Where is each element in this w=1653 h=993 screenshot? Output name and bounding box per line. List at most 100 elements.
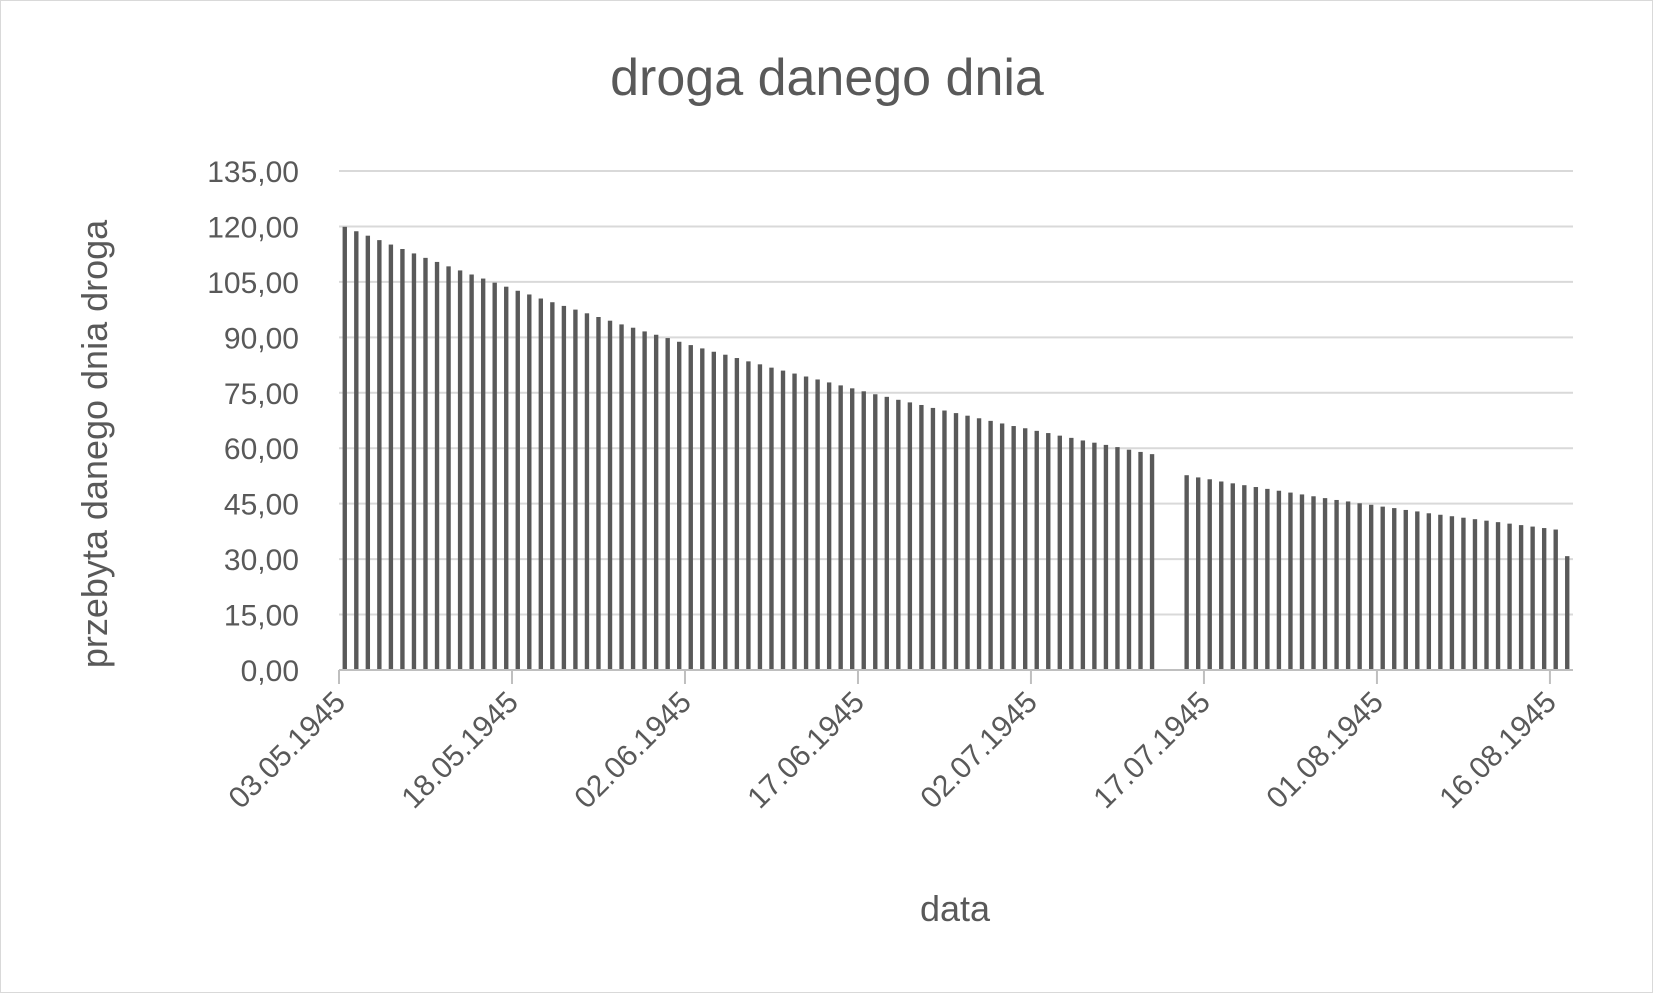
bar: [1368, 504, 1374, 670]
bar: [746, 361, 751, 670]
bar: [1322, 498, 1328, 670]
bar: [607, 320, 613, 670]
bar: [1230, 483, 1235, 670]
y-tick-label: 120,00: [207, 211, 299, 244]
bar: [1011, 426, 1016, 670]
bar: [1080, 440, 1086, 670]
bar: [815, 379, 820, 670]
bar: [1553, 529, 1558, 670]
bar: [653, 334, 659, 670]
bar: [469, 274, 474, 670]
bar: [826, 382, 832, 670]
bar: [1069, 437, 1074, 670]
y-tick-label: 30,00: [224, 544, 299, 577]
bar: [642, 331, 647, 670]
bar: [1253, 487, 1259, 670]
bar: [573, 309, 578, 670]
bar: [1092, 442, 1097, 670]
bar: [1507, 523, 1512, 670]
bar: [1518, 525, 1524, 670]
bar: [1461, 517, 1466, 670]
y-tick-label: 0,00: [241, 655, 299, 688]
bar: [919, 404, 924, 670]
bar: [1207, 479, 1212, 670]
bar: [1138, 451, 1143, 670]
bar: [896, 399, 901, 670]
bar: [1057, 435, 1062, 670]
bar: [596, 317, 601, 670]
bar: [942, 410, 947, 670]
bar: [446, 266, 451, 670]
bar: [930, 407, 936, 670]
y-tick-label: 105,00: [207, 267, 299, 300]
bar: [434, 261, 440, 670]
x-tick-label: 18.05.1945: [395, 686, 525, 816]
x-tick-label: 01.08.1945: [1260, 686, 1390, 816]
bar: [423, 257, 428, 670]
bar: [976, 418, 982, 670]
y-tick-label: 75,00: [224, 378, 299, 411]
bar: [769, 367, 774, 670]
bar: [411, 253, 417, 670]
bar: [1219, 481, 1224, 670]
bar: [665, 338, 670, 670]
bar: [1184, 475, 1189, 670]
y-axis-tick-labels: 0,00 15,00 30,00 45,00 60,00 75,00 90,00 105,00…: [207, 156, 299, 688]
bar: [527, 294, 532, 670]
bar: [1242, 485, 1247, 670]
bar: [1311, 496, 1316, 670]
bar: [342, 226, 347, 670]
bar: [550, 302, 555, 670]
bar: [515, 290, 520, 670]
bar: [711, 351, 716, 670]
bar: [492, 282, 497, 670]
bar: [1196, 477, 1201, 670]
y-tick-label: 90,00: [224, 322, 299, 355]
bar: [953, 413, 959, 670]
bars: [342, 226, 1570, 671]
bar: [619, 324, 624, 670]
bar: [584, 313, 590, 670]
bar: [561, 305, 567, 670]
bar: [988, 420, 993, 670]
bar: [1265, 488, 1270, 670]
bar: [1565, 556, 1570, 670]
x-tick-label: 17.07.1945: [1087, 686, 1217, 816]
bar: [457, 270, 463, 670]
bar: [999, 423, 1005, 670]
x-tick-label: 02.07.1945: [914, 686, 1044, 816]
bar: [630, 327, 636, 670]
bar: [965, 415, 970, 670]
bar: [1415, 511, 1420, 670]
bar: [365, 235, 371, 670]
bar: [504, 286, 509, 670]
bar: [1115, 447, 1120, 670]
y-tick-label: 135,00: [207, 156, 299, 189]
bar: [1023, 428, 1028, 670]
bar: [480, 278, 486, 670]
bar: [1149, 454, 1155, 670]
bar: [700, 348, 705, 670]
y-tick-label: 60,00: [224, 433, 299, 466]
bar: [1438, 514, 1443, 670]
bar: [734, 358, 740, 670]
gridlines: [339, 170, 1573, 616]
y-tick-label: 15,00: [224, 600, 299, 633]
x-tick-label: 02.06.1945: [568, 686, 698, 816]
chart-title: droga danego dnia: [610, 49, 1044, 107]
bar: [1541, 528, 1547, 670]
bar: [757, 364, 763, 670]
bar: [538, 298, 544, 670]
bar: [873, 394, 878, 670]
bar: [677, 341, 682, 670]
bar: [1103, 444, 1109, 670]
bar: [1126, 449, 1132, 670]
bar: [850, 388, 855, 670]
bar: [1426, 513, 1432, 670]
y-axis-title: przebyta danego dnia droga: [74, 219, 115, 668]
x-axis-ticks: 03.05.1945 18.05.1945 02.06.1945 17.06.1945…: [222, 670, 1563, 816]
bar: [803, 376, 809, 670]
bar: [400, 248, 405, 671]
